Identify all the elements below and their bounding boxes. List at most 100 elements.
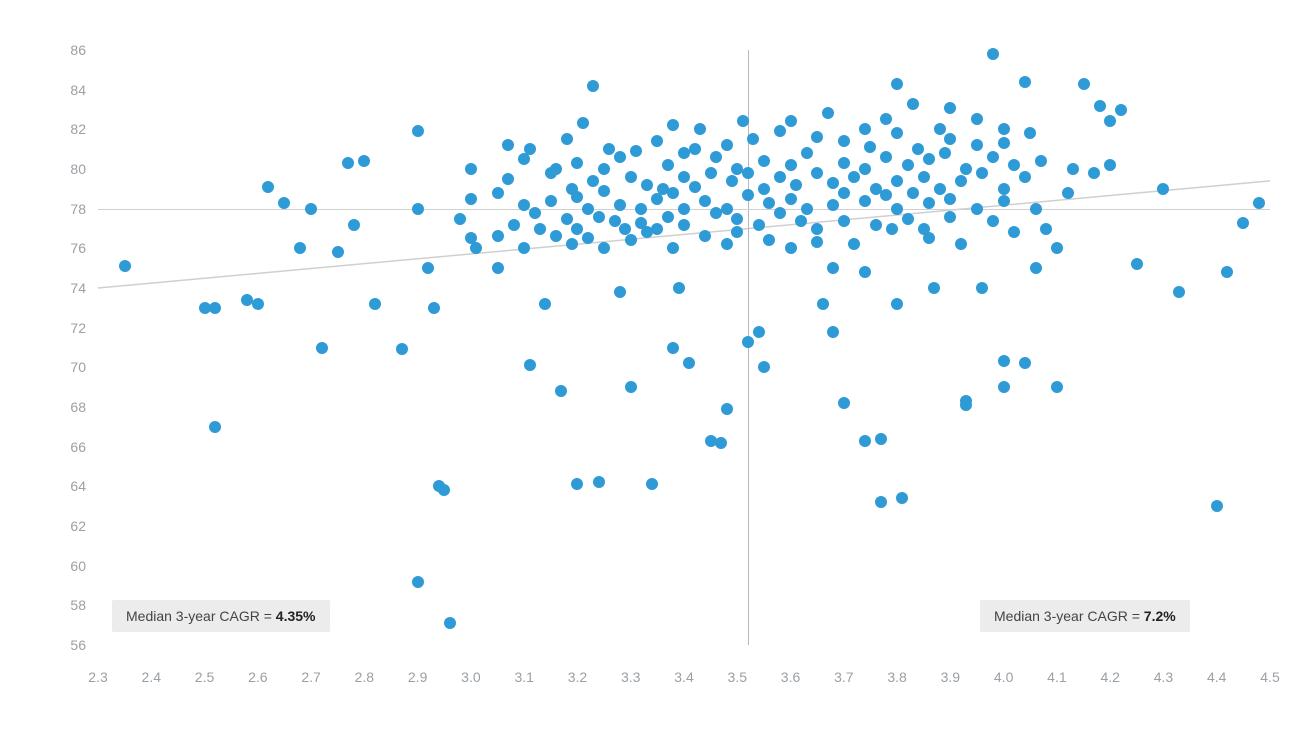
data-point <box>763 197 775 209</box>
data-point <box>582 203 594 215</box>
data-point <box>891 298 903 310</box>
data-point <box>747 133 759 145</box>
x-tick-label: 3.2 <box>568 669 587 685</box>
x-tick-label: 2.9 <box>408 669 427 685</box>
x-tick-label: 3.5 <box>728 669 747 685</box>
data-point <box>454 213 466 225</box>
data-point <box>902 159 914 171</box>
data-point <box>838 135 850 147</box>
data-point <box>1067 163 1079 175</box>
data-point <box>838 157 850 169</box>
x-tick-label: 2.5 <box>195 669 214 685</box>
data-point <box>598 242 610 254</box>
x-tick-label: 4.1 <box>1047 669 1066 685</box>
data-point <box>955 175 967 187</box>
data-point <box>678 203 690 215</box>
data-point <box>1051 242 1063 254</box>
data-point <box>492 187 504 199</box>
x-tick-label: 4.2 <box>1100 669 1119 685</box>
data-point <box>1088 167 1100 179</box>
data-point <box>785 242 797 254</box>
data-point <box>614 286 626 298</box>
data-point <box>438 484 450 496</box>
y-tick-label: 62 <box>46 518 86 534</box>
data-point <box>332 246 344 258</box>
data-point <box>571 478 583 490</box>
data-point <box>987 48 999 60</box>
data-point <box>971 113 983 125</box>
x-tick-label: 2.7 <box>301 669 320 685</box>
x-tick-label: 2.8 <box>355 669 374 685</box>
data-point <box>811 167 823 179</box>
data-point <box>550 230 562 242</box>
data-point <box>891 203 903 215</box>
data-point <box>731 213 743 225</box>
data-point <box>774 171 786 183</box>
data-point <box>960 395 972 407</box>
data-point <box>774 125 786 137</box>
data-point <box>444 617 456 629</box>
data-point <box>252 298 264 310</box>
data-point <box>742 336 754 348</box>
data-point <box>534 223 546 235</box>
data-point <box>934 183 946 195</box>
x-tick-label: 2.4 <box>142 669 161 685</box>
data-point <box>1094 100 1106 112</box>
data-point <box>524 359 536 371</box>
data-point <box>667 342 679 354</box>
data-point <box>827 262 839 274</box>
data-point <box>891 175 903 187</box>
data-point <box>907 187 919 199</box>
data-point <box>758 361 770 373</box>
data-point <box>859 163 871 175</box>
data-point <box>907 98 919 110</box>
data-point <box>412 576 424 588</box>
data-point <box>508 219 520 231</box>
data-point <box>619 223 631 235</box>
data-point <box>603 143 615 155</box>
data-point <box>571 191 583 203</box>
data-point <box>348 219 360 231</box>
data-point <box>641 179 653 191</box>
annotation-right: Median 3-year CAGR = 7.2% <box>980 600 1190 632</box>
data-point <box>582 232 594 244</box>
data-point <box>864 141 876 153</box>
x-tick-label: 3.6 <box>781 669 800 685</box>
data-point <box>1221 266 1233 278</box>
data-point <box>294 242 306 254</box>
data-point <box>678 219 690 231</box>
data-point <box>678 171 690 183</box>
data-point <box>987 151 999 163</box>
data-point <box>998 137 1010 149</box>
data-point <box>358 155 370 167</box>
data-point <box>342 157 354 169</box>
data-point <box>822 107 834 119</box>
data-point <box>305 203 317 215</box>
data-point <box>891 78 903 90</box>
y-tick-label: 82 <box>46 121 86 137</box>
data-point <box>571 223 583 235</box>
data-point <box>971 139 983 151</box>
data-point <box>1157 183 1169 195</box>
data-point <box>923 197 935 209</box>
y-tick-label: 80 <box>46 161 86 177</box>
data-point <box>428 302 440 314</box>
y-tick-label: 60 <box>46 558 86 574</box>
annotation-left-value: 4.35% <box>276 608 316 624</box>
x-tick-label: 4.5 <box>1260 669 1279 685</box>
data-point <box>1237 217 1249 229</box>
data-point <box>960 163 972 175</box>
data-point <box>561 213 573 225</box>
data-point <box>635 203 647 215</box>
data-point <box>316 342 328 354</box>
data-point <box>880 189 892 201</box>
y-tick-label: 56 <box>46 637 86 653</box>
data-point <box>662 211 674 223</box>
data-point <box>492 262 504 274</box>
data-point <box>492 230 504 242</box>
data-point <box>811 131 823 143</box>
data-point <box>928 282 940 294</box>
x-tick-label: 3.4 <box>674 669 693 685</box>
data-point <box>795 215 807 227</box>
data-point <box>880 113 892 125</box>
